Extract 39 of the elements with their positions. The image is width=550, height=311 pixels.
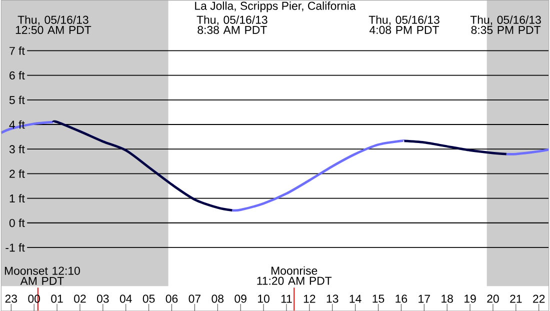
annotation: Thu, 05/16/13 8:38 AM PDT — [196, 15, 268, 34]
x-tick-label: 07 — [188, 294, 200, 303]
y-tick-label: 7 ft — [10, 46, 25, 55]
x-tick-label: 16 — [396, 294, 408, 303]
x-tick-label: 23 — [5, 294, 17, 303]
y-tick-label: 5 ft — [9, 96, 25, 104]
y-tick-label: 3 ft — [9, 144, 25, 154]
x-tick-label: 22 — [533, 294, 545, 303]
x-tick-label: 02 — [74, 294, 86, 303]
chart-title: La Jolla, Scripps Pier, California — [195, 1, 356, 12]
ref-line-label: Moonrise 11:20 AM PDT — [257, 266, 332, 285]
x-tick-label: 05 — [142, 294, 155, 303]
ref-line-label: Moonset 12:10 AM PDT — [4, 266, 80, 285]
x-tick-label: 06 — [166, 294, 178, 303]
x-tick-label: 17 — [418, 294, 430, 303]
x-tick-label: 01 — [51, 294, 63, 303]
x-tick-label: 10 — [258, 294, 270, 303]
x-tick-label: 15 — [372, 294, 384, 303]
x-tick-label: 09 — [234, 294, 246, 303]
y-tick-label: 4 ft — [9, 120, 25, 128]
x-tick-label: 19 — [464, 294, 476, 303]
annotation: Thu, 05/16/13 8:35 PM PDT — [470, 15, 541, 34]
x-tick-label: 04 — [120, 294, 132, 303]
x-tick-label: 14 — [350, 294, 362, 303]
x-tick-label: 11 — [281, 294, 292, 303]
y-tick-label: 6 ft — [10, 70, 25, 80]
x-tick-label: 08 — [212, 294, 224, 303]
x-tick-label: 13 — [326, 294, 338, 303]
x-tick-label: 18 — [442, 294, 453, 303]
x-tick-label: 03 — [97, 294, 109, 303]
y-tick-label: -1 ft — [6, 243, 25, 252]
y-tick-label: 1 ft — [10, 194, 25, 202]
annotation: Thu, 05/16/13 12:50 AM PDT — [16, 15, 92, 34]
annotation: Thu, 05/16/13 4:08 PM PDT — [368, 15, 440, 34]
x-tick-label: 12 — [304, 294, 316, 303]
y-tick-label: 0 ft — [9, 218, 25, 227]
x-tick-label: 20 — [487, 294, 499, 303]
y-tick-label: 2 ft — [10, 169, 25, 178]
x-tick-label: 21 — [510, 294, 522, 303]
